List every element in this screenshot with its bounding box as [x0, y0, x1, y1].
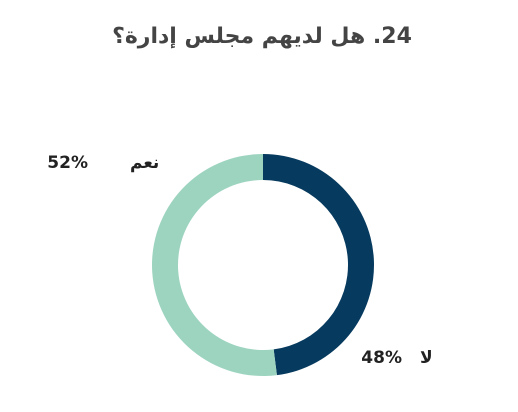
chart-title: 24. هل لديهم مجلس إدارة؟	[112, 24, 412, 49]
donut-segment	[152, 154, 277, 376]
category-label: لا	[420, 348, 433, 368]
value-label: 52%	[47, 153, 88, 173]
category-label: نعم	[130, 153, 159, 173]
donut-segment	[263, 154, 375, 376]
value-label: 48%	[361, 348, 402, 368]
